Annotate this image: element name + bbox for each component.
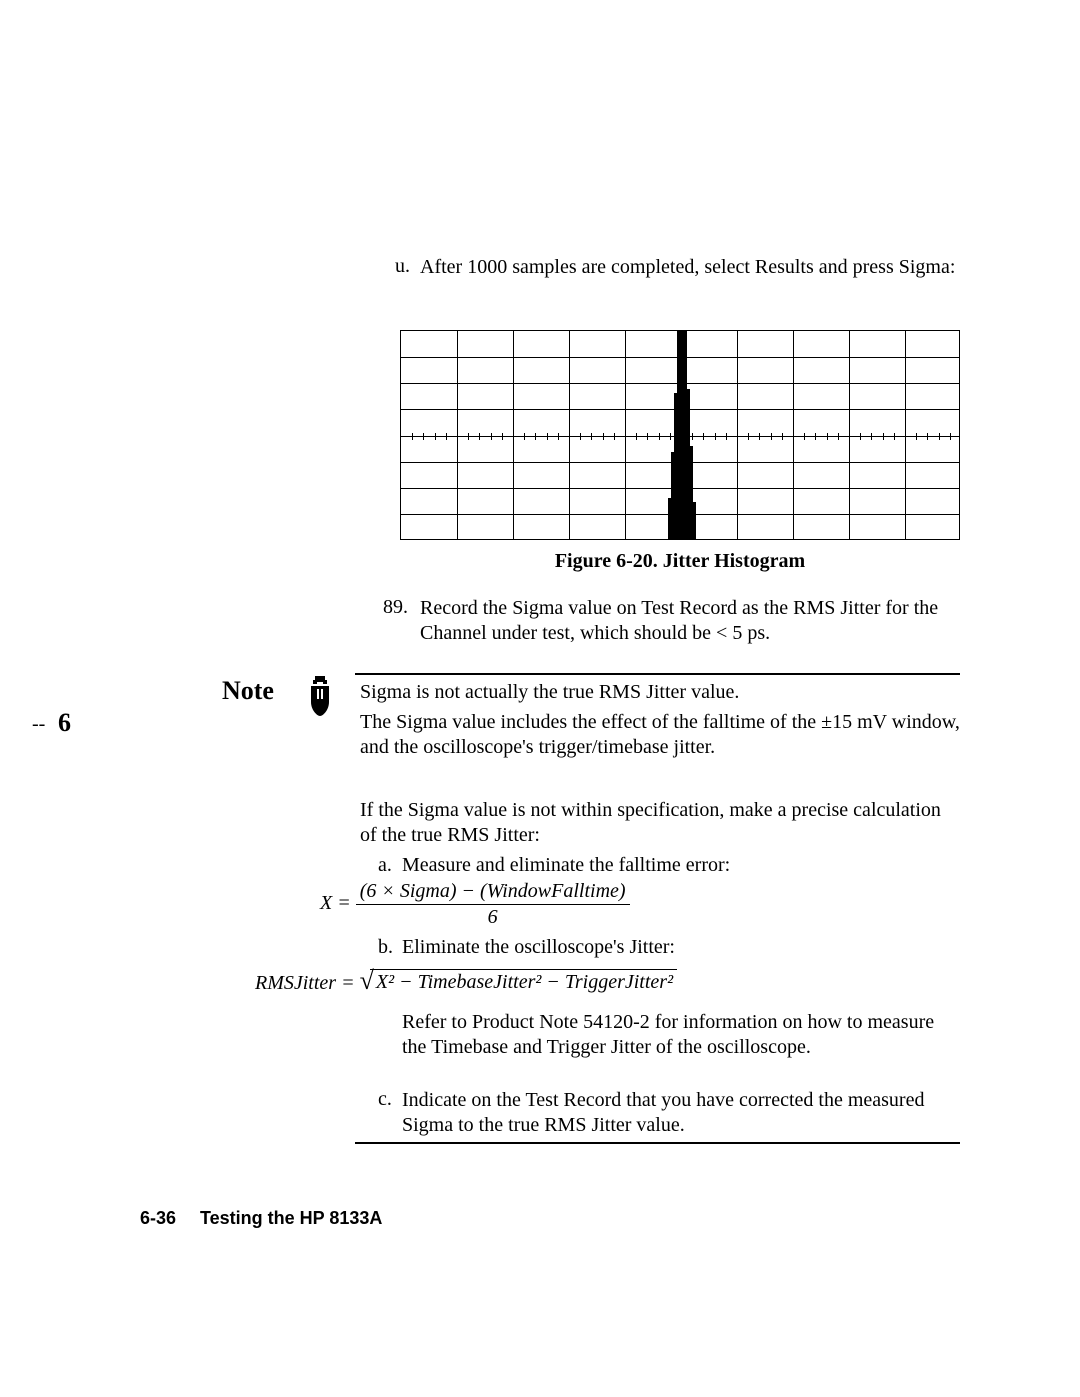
- eq1-left: X =: [320, 892, 351, 914]
- note-rule-top: [355, 673, 960, 675]
- step-u-text: After 1000 samples are completed, select…: [420, 255, 960, 280]
- note-p2: The Sigma value includes the effect of t…: [360, 710, 960, 760]
- step-89-text: Record the Sigma value on Test Record as…: [420, 596, 960, 646]
- margin-tab-prefix: --: [32, 713, 45, 736]
- eq1: X = (6 × Sigma) − (WindowFalltime) 6: [320, 880, 630, 929]
- eq2: RMSJitter = √ X² − TimebaseJitter² − Tri…: [255, 968, 677, 995]
- note-a-text: Measure and eliminate the falltime error…: [402, 854, 962, 877]
- note-c-text: Indicate on the Test Record that you hav…: [402, 1088, 960, 1138]
- note-b-label: b.: [378, 936, 393, 959]
- note-b-text: Eliminate the oscilloscope's Jitter:: [402, 936, 962, 959]
- eq1-numerator: (6 × Sigma) − (WindowFalltime): [356, 880, 630, 903]
- note-c-label: c.: [378, 1088, 392, 1111]
- footer-title: Testing the HP 8133A: [200, 1208, 382, 1229]
- figure-caption: Figure 6-20. Jitter Histogram: [400, 550, 960, 573]
- note-p3: If the Sigma value is not within specifi…: [360, 798, 960, 848]
- margin-tab-number: 6: [58, 708, 71, 738]
- jitter-histogram-figure: [400, 330, 960, 540]
- note-a-label: a.: [378, 854, 392, 877]
- step-u-letter: u.: [395, 255, 410, 278]
- note-p4: Refer to Product Note 54120-2 for inform…: [402, 1010, 960, 1060]
- eq1-denominator: 6: [356, 906, 630, 929]
- pencil-note-icon: [305, 676, 335, 716]
- footer-page-number: 6-36: [140, 1208, 176, 1229]
- eq2-left: RMSJitter =: [255, 972, 355, 994]
- step-89-number: 89.: [383, 596, 408, 619]
- note-p1: Sigma is not actually the true RMS Jitte…: [360, 680, 960, 705]
- note-rule-bottom: [355, 1142, 960, 1144]
- eq2-body: X² − TimebaseJitter² − TriggerJitter²: [370, 969, 677, 994]
- note-label: Note: [222, 676, 274, 706]
